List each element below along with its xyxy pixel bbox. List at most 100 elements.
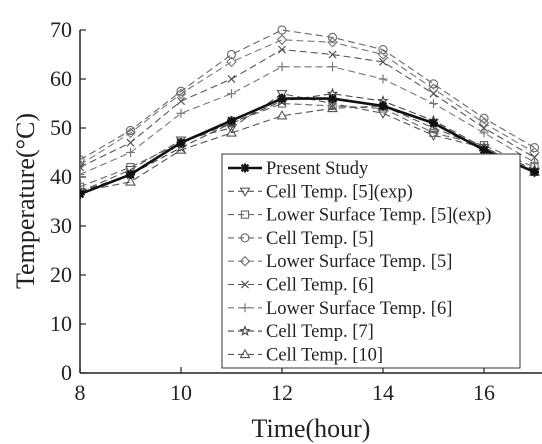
legend-entry: Cell Temp. [6] [228, 276, 374, 296]
x-tick-label: 8 [75, 380, 86, 405]
y-tick-label: 0 [61, 360, 72, 385]
series-0 [80, 94, 539, 199]
data-point [126, 138, 135, 147]
data-point [239, 348, 251, 359]
data-point [226, 56, 237, 68]
data-point [80, 163, 85, 172]
data-point [429, 89, 438, 98]
data-point [175, 88, 187, 99]
series-line [80, 49, 535, 168]
y-ticks: 0 10 20 30 40 50 60 70 [50, 17, 86, 385]
data-point [125, 127, 136, 139]
legend: Present Study Cell Temp. [5](exp) Lower Su… [221, 153, 521, 369]
legend-entry: Lower Surface Temp. [5] [228, 252, 452, 272]
legend-label: Present Study [266, 159, 369, 179]
data-point [530, 153, 539, 162]
plot-area: 0 10 20 30 40 50 60 70 8 10 12 14 16 [50, 17, 542, 405]
data-point [239, 187, 251, 197]
legend-label: Cell Temp. [6] [266, 276, 374, 296]
data-point [378, 44, 388, 55]
data-point [240, 163, 250, 173]
data-point [125, 125, 136, 136]
data-point [227, 116, 236, 126]
y-tick-label: 10 [50, 311, 72, 336]
y-tick-label: 50 [50, 115, 72, 140]
series-line [80, 29, 535, 161]
data-point [328, 62, 337, 72]
data-point [176, 97, 186, 106]
legend-entry: Lower Surface Temp. [5](exp) [228, 206, 491, 226]
legend-label: Cell Temp. [5] [266, 229, 374, 249]
data-point [176, 108, 186, 118]
data-point [429, 118, 438, 128]
data-point [80, 159, 86, 171]
data-point [479, 123, 489, 133]
data-point [277, 45, 287, 54]
series-line [80, 93, 535, 193]
legend-label: Cell Temp. [10] [266, 345, 383, 365]
legend-entry: Present Study [228, 159, 369, 179]
data-point [328, 50, 337, 59]
legend-label: Lower Surface Temp. [5] [266, 252, 452, 272]
data-point [126, 148, 135, 157]
data-point [176, 86, 186, 96]
data-point [276, 110, 288, 120]
y-tick-label: 20 [50, 262, 72, 287]
x-ticks: 8 10 12 14 16 [75, 367, 495, 405]
y-tick-label: 70 [50, 17, 72, 42]
y-tick-label: 40 [50, 164, 72, 189]
data-point [240, 303, 250, 313]
data-point [80, 155, 85, 165]
data-point [327, 102, 338, 113]
data-point [240, 210, 250, 219]
legend-box [221, 153, 521, 369]
data-point [276, 34, 288, 46]
data-point [227, 89, 236, 99]
x-tick-label: 16 [473, 380, 495, 405]
legend-entry: Cell Temp. [10] [228, 345, 383, 365]
data-point [80, 189, 85, 199]
data-point [479, 128, 489, 138]
data-point [378, 57, 388, 66]
data-point [80, 185, 86, 197]
data-point [276, 90, 288, 100]
data-point [378, 101, 388, 111]
x-tick-label: 14 [372, 380, 394, 405]
data-point [227, 74, 236, 84]
data-point [529, 143, 540, 153]
series-line [80, 102, 535, 188]
data-point [125, 176, 136, 186]
data-point [327, 32, 338, 42]
x-tick-label: 12 [271, 380, 293, 405]
series-5 [80, 45, 539, 172]
legend-entry: Cell Temp. [7] [228, 322, 374, 342]
data-point [277, 25, 287, 35]
x-tick-label: 10 [170, 380, 192, 405]
data-point [175, 144, 187, 154]
legend-entry: Cell Temp. [5](exp) [228, 182, 413, 202]
data-point [226, 49, 237, 60]
data-point [80, 170, 85, 180]
data-point [277, 94, 287, 104]
legend-label: Cell Temp. [7] [266, 322, 374, 342]
data-point [428, 79, 439, 89]
x-axis-label: Time(hour) [252, 414, 371, 443]
data-point [176, 138, 186, 148]
series-layer [80, 25, 541, 199]
data-point [479, 113, 489, 123]
legend-label: Lower Surface Temp. [5](exp) [266, 206, 491, 226]
legend-entries: Present Study Cell Temp. [5](exp) Lower Su… [228, 159, 491, 365]
data-point [126, 170, 135, 180]
data-point [239, 325, 251, 337]
data-point [239, 255, 251, 267]
series-line [80, 66, 535, 176]
y-tick-label: 30 [50, 213, 72, 238]
legend-entry: Cell Temp. [5] [228, 229, 374, 249]
legend-entry: Lower Surface Temp. [6] [228, 299, 452, 319]
data-point [377, 49, 389, 60]
legend-label: Cell Temp. [5](exp) [266, 182, 413, 202]
series-6 [80, 62, 539, 180]
data-point [327, 36, 338, 48]
data-point [328, 94, 337, 104]
